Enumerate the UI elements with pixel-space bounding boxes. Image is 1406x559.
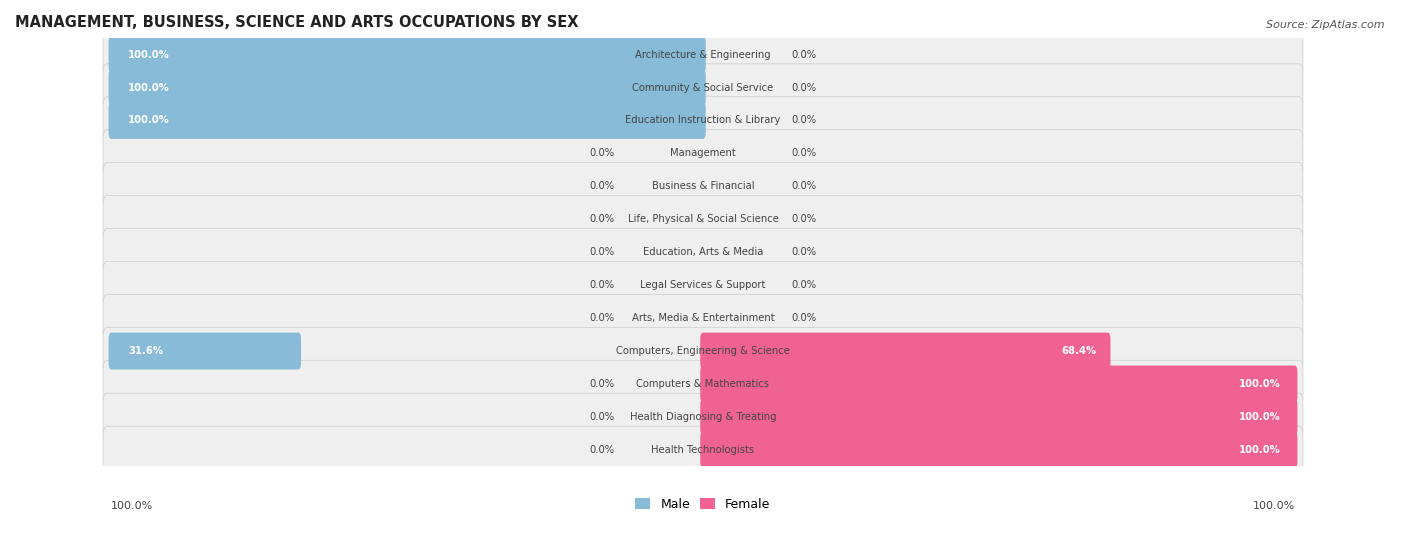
Text: Source: ZipAtlas.com: Source: ZipAtlas.com	[1267, 20, 1385, 30]
Text: Community & Social Service: Community & Social Service	[633, 83, 773, 93]
Text: 0.0%: 0.0%	[589, 247, 614, 257]
FancyBboxPatch shape	[103, 328, 1303, 375]
Text: 100.0%: 100.0%	[1239, 412, 1281, 422]
FancyBboxPatch shape	[108, 36, 706, 73]
Text: 0.0%: 0.0%	[792, 148, 817, 158]
FancyBboxPatch shape	[103, 163, 1303, 210]
Text: 0.0%: 0.0%	[792, 83, 817, 93]
Text: 100.0%: 100.0%	[128, 50, 170, 60]
FancyBboxPatch shape	[700, 399, 1298, 435]
FancyBboxPatch shape	[103, 229, 1303, 276]
Text: MANAGEMENT, BUSINESS, SCIENCE AND ARTS OCCUPATIONS BY SEX: MANAGEMENT, BUSINESS, SCIENCE AND ARTS O…	[15, 15, 578, 30]
Text: 100.0%: 100.0%	[128, 116, 170, 125]
Text: 100.0%: 100.0%	[1239, 379, 1281, 389]
FancyBboxPatch shape	[103, 262, 1303, 309]
Text: Management: Management	[671, 148, 735, 158]
FancyBboxPatch shape	[103, 31, 1303, 78]
Text: Arts, Media & Entertainment: Arts, Media & Entertainment	[631, 313, 775, 323]
Text: 0.0%: 0.0%	[589, 181, 614, 191]
Text: 0.0%: 0.0%	[792, 280, 817, 290]
FancyBboxPatch shape	[103, 393, 1303, 440]
FancyBboxPatch shape	[103, 97, 1303, 144]
FancyBboxPatch shape	[103, 426, 1303, 473]
FancyBboxPatch shape	[700, 366, 1298, 402]
Text: 0.0%: 0.0%	[792, 214, 817, 224]
Text: Computers, Engineering & Science: Computers, Engineering & Science	[616, 346, 790, 356]
Text: 0.0%: 0.0%	[589, 445, 614, 455]
Text: Business & Financial: Business & Financial	[652, 181, 754, 191]
Text: 31.6%: 31.6%	[128, 346, 163, 356]
FancyBboxPatch shape	[103, 130, 1303, 177]
Text: 100.0%: 100.0%	[1239, 445, 1281, 455]
FancyBboxPatch shape	[103, 64, 1303, 111]
Text: 0.0%: 0.0%	[589, 412, 614, 422]
Text: 0.0%: 0.0%	[792, 116, 817, 125]
Text: Legal Services & Support: Legal Services & Support	[640, 280, 766, 290]
Text: 0.0%: 0.0%	[589, 280, 614, 290]
Text: Education, Arts & Media: Education, Arts & Media	[643, 247, 763, 257]
Text: 0.0%: 0.0%	[589, 214, 614, 224]
Text: Computers & Mathematics: Computers & Mathematics	[637, 379, 769, 389]
FancyBboxPatch shape	[700, 432, 1298, 468]
FancyBboxPatch shape	[108, 102, 706, 139]
Text: Health Technologists: Health Technologists	[651, 445, 755, 455]
FancyBboxPatch shape	[700, 333, 1111, 369]
Text: 0.0%: 0.0%	[589, 148, 614, 158]
Text: 0.0%: 0.0%	[589, 313, 614, 323]
Text: 0.0%: 0.0%	[792, 247, 817, 257]
FancyBboxPatch shape	[108, 333, 301, 369]
FancyBboxPatch shape	[103, 360, 1303, 408]
FancyBboxPatch shape	[103, 295, 1303, 342]
Text: Health Diagnosing & Treating: Health Diagnosing & Treating	[630, 412, 776, 422]
Text: Architecture & Engineering: Architecture & Engineering	[636, 50, 770, 60]
Legend: Male, Female: Male, Female	[630, 493, 776, 516]
Text: 68.4%: 68.4%	[1062, 346, 1097, 356]
Text: 0.0%: 0.0%	[792, 181, 817, 191]
Text: Education Instruction & Library: Education Instruction & Library	[626, 116, 780, 125]
Text: 100.0%: 100.0%	[1253, 501, 1295, 510]
Text: 100.0%: 100.0%	[128, 83, 170, 93]
Text: 100.0%: 100.0%	[111, 501, 153, 510]
Text: Life, Physical & Social Science: Life, Physical & Social Science	[627, 214, 779, 224]
Text: 0.0%: 0.0%	[792, 50, 817, 60]
Text: 0.0%: 0.0%	[792, 313, 817, 323]
Text: 0.0%: 0.0%	[589, 379, 614, 389]
FancyBboxPatch shape	[108, 69, 706, 106]
FancyBboxPatch shape	[103, 196, 1303, 243]
